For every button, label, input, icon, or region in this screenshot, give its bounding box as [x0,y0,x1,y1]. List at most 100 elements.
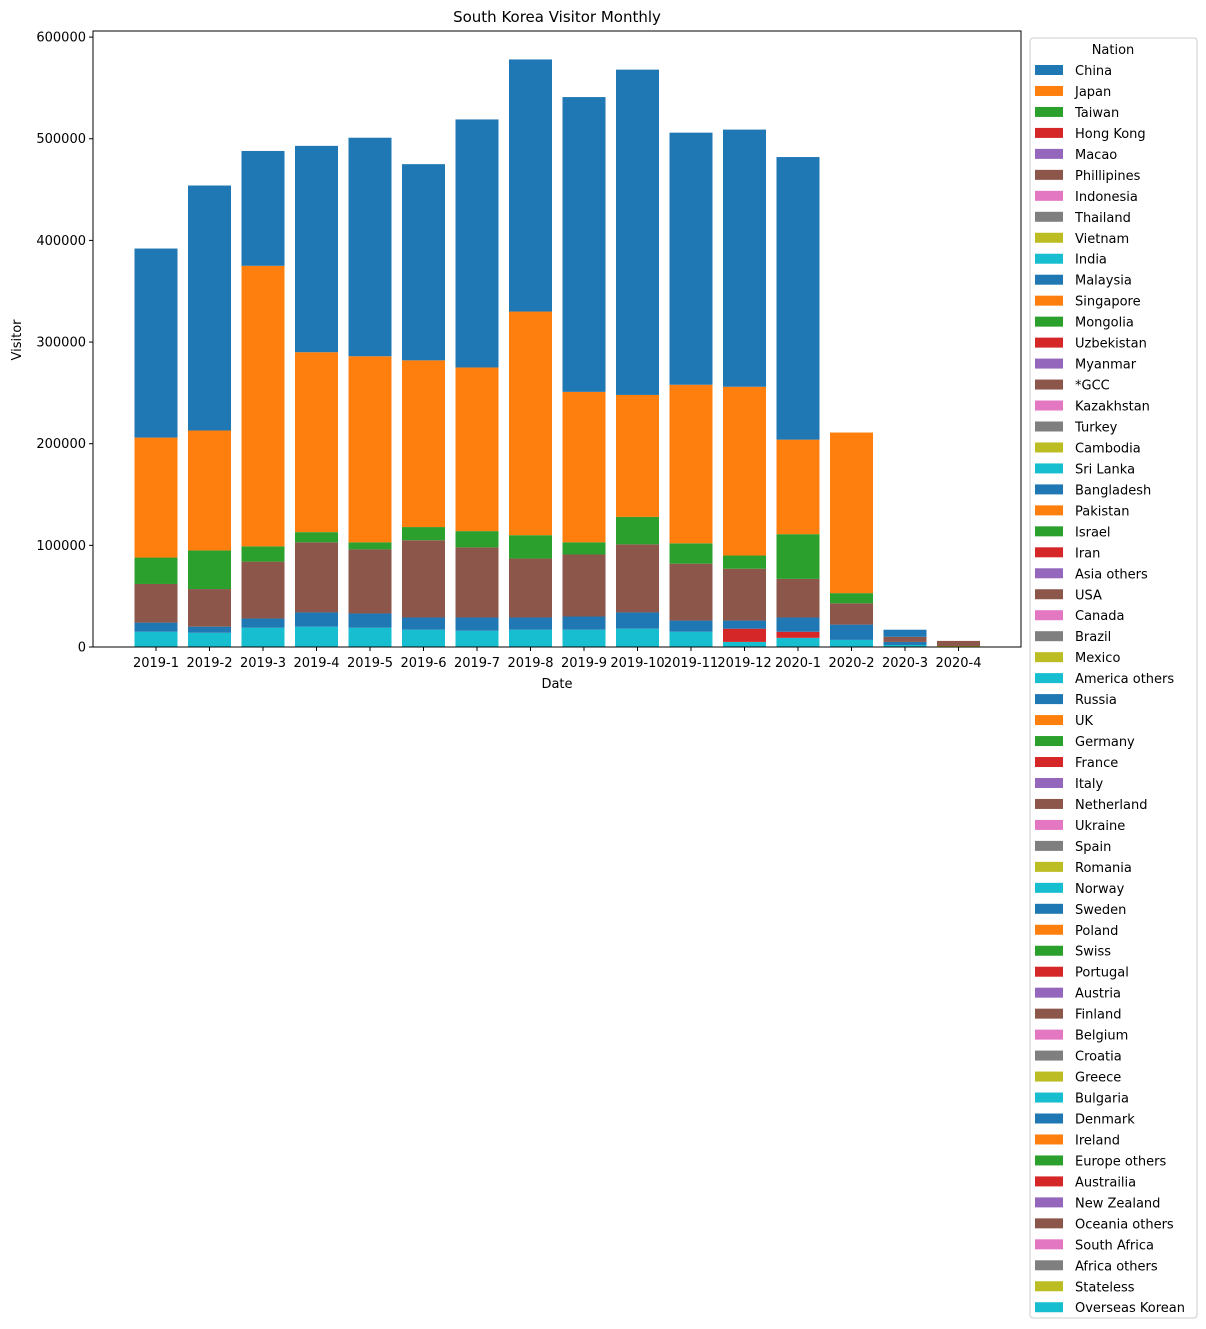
legend-label: China [1075,64,1112,79]
legend-item: Vietnam [1035,232,1129,247]
legend-item: Austrailia [1035,1175,1136,1190]
bar-segment [188,550,231,590]
legend-swatch [1035,819,1063,830]
bar-segment [616,69,659,395]
legend-item: Mongolia [1035,316,1134,331]
legend-item: Thailand [1035,211,1131,226]
legend-label: Austrailia [1075,1175,1136,1190]
legend-swatch [1035,1113,1063,1124]
bar-segment [562,616,606,630]
legend-item: Norway [1035,882,1125,897]
chart-title: South Korea Visitor Monthly [453,8,661,26]
y-tick-label: 600000 [36,31,86,46]
legend-item: Ireland [1035,1133,1120,1148]
bar-segment [669,563,713,621]
legend-swatch [1035,777,1063,788]
legend-item: Bangladesh [1035,483,1151,498]
bar-segment [830,624,873,640]
legend-label: Asia others [1075,567,1148,582]
bar-segment [509,59,552,312]
bar-segment [134,631,178,647]
legend-label: Russia [1075,693,1117,708]
x-tick-label: 2019-2 [186,656,232,671]
bar-segment [562,97,606,392]
legend-label: Pakistan [1075,504,1129,519]
legend-swatch [1035,232,1063,243]
legend-label: USA [1075,588,1102,603]
bar-segment [455,367,499,532]
legend-label: South Africa [1075,1238,1154,1253]
bar-segment [723,628,766,642]
bar-stack-2019-12 [723,129,766,647]
legend-label: Myanmar [1075,358,1137,373]
legend-swatch [1035,966,1063,977]
bar-segment [295,532,338,543]
legend-swatch [1035,379,1063,390]
x-tick-label: 2019-5 [347,656,393,671]
legend-label: Poland [1075,924,1118,939]
legend-swatch [1035,463,1063,474]
bar-segment [241,618,285,628]
x-tick-label: 2019-10 [610,656,664,671]
legend-label: Netherland [1075,798,1147,813]
bar-segment [723,129,766,387]
legend-swatch [1035,1239,1063,1250]
bar-segment [402,164,445,361]
x-tick-label: 2020-3 [882,656,928,671]
legend-item: Italy [1035,777,1104,792]
bar-segment [348,356,392,543]
legend-label: Overseas Korean [1075,1301,1185,1316]
bar-segment [188,430,231,551]
legend-swatch [1035,421,1063,432]
legend-swatch [1035,945,1063,956]
legend-swatch [1035,673,1063,684]
bar-stack-2019-2 [188,185,231,647]
legend-item: Phillipines [1035,169,1141,184]
bar-segment [402,360,445,528]
legend-swatch [1035,274,1063,285]
legend-item: Romania [1035,861,1132,876]
legend-label: Finland [1075,1008,1121,1023]
bar-segment [509,617,552,630]
legend-label: Brazil [1075,630,1111,645]
legend-swatch [1035,1092,1063,1103]
legend-swatch [1035,610,1063,621]
legend-swatch [1035,400,1063,411]
bar-segment [402,540,445,618]
legend-swatch [1035,924,1063,935]
legend-item: Turkey [1035,420,1118,435]
bar-segment [241,150,285,266]
legend-swatch [1035,1155,1063,1166]
legend-swatch [1035,190,1063,201]
x-tick-label: 2019-3 [240,656,286,671]
legend-item: Sweden [1035,903,1126,918]
legend-label: Croatia [1075,1050,1122,1065]
bar-segment [348,137,392,357]
legend-swatch [1035,505,1063,516]
legend-swatch [1035,211,1063,222]
bar-stack-2019-1 [134,248,178,647]
legend-swatch [1035,1281,1063,1292]
x-tick-label: 2019-4 [293,656,339,671]
legend-swatch [1035,442,1063,453]
legend-label: Ireland [1075,1133,1120,1148]
bar-stack-2019-3 [241,150,285,647]
legend-item: Cambodia [1035,441,1141,456]
legend-swatch [1035,589,1063,600]
legend-item: Poland [1035,924,1118,939]
legend-title: Nation [1092,43,1135,58]
x-tick-label: 2019-8 [507,656,553,671]
bar-segment [562,542,606,555]
bar-segment [723,641,766,647]
legend-swatch [1035,736,1063,747]
legend-item: Stateless [1035,1280,1135,1295]
legend-swatch [1035,337,1063,348]
bar-segment [295,626,338,647]
bar-segment [883,641,927,645]
legend-item: Hong Kong [1035,127,1146,142]
bar-stack-2019-9 [562,97,606,647]
bar-segment [723,555,766,569]
bar-stack-2020-2 [830,432,873,647]
bar-segment [455,119,499,368]
